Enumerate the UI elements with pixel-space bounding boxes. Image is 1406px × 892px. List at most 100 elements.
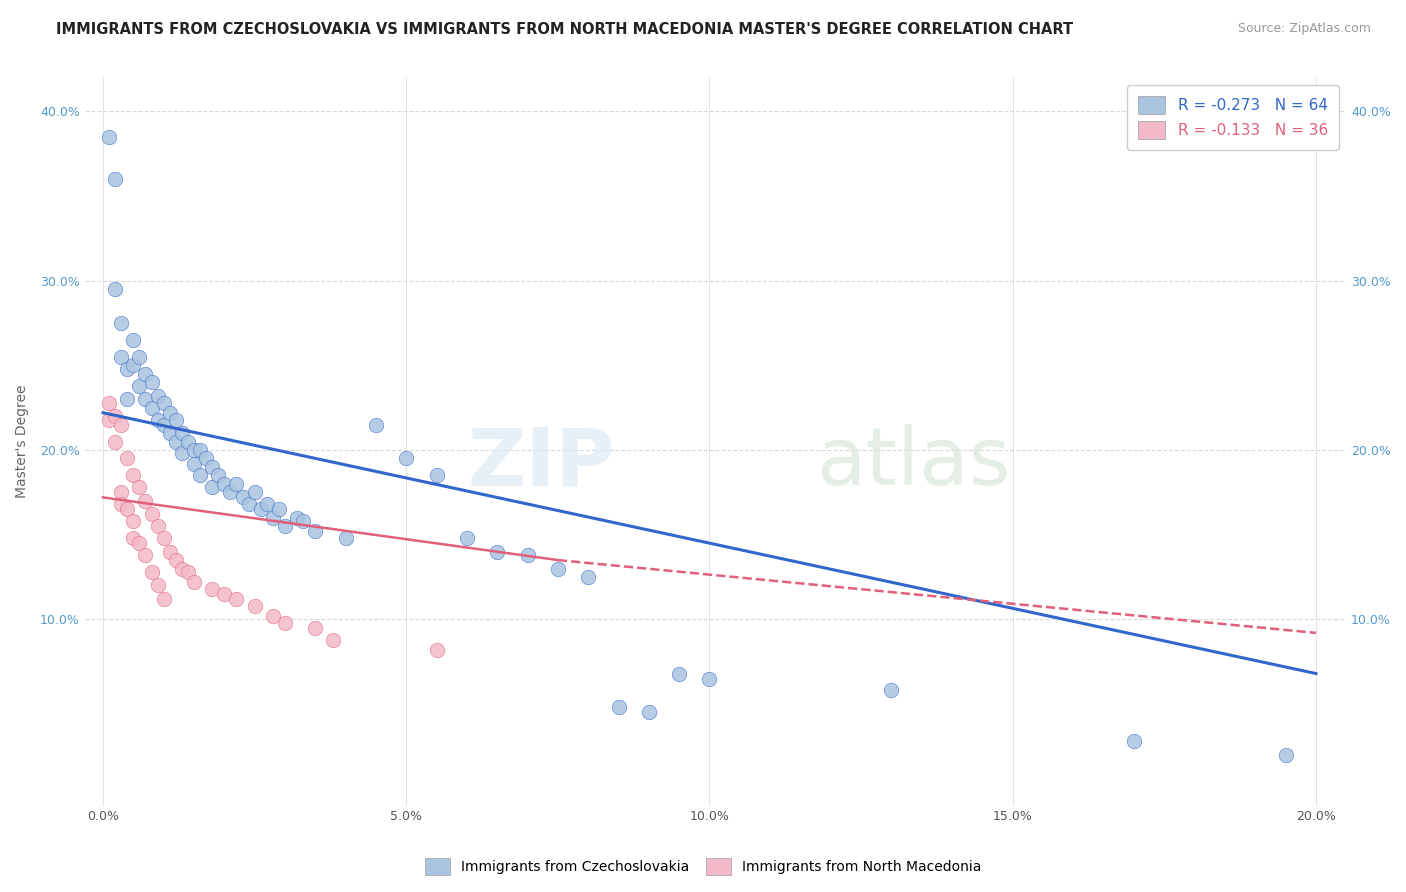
Point	[134, 493, 156, 508]
Text: atlas: atlas	[817, 425, 1011, 502]
Point	[214, 476, 236, 491]
Point	[274, 519, 297, 533]
Point	[1274, 747, 1296, 762]
Point	[128, 378, 150, 392]
Legend: Immigrants from Czechoslovakia, Immigrants from North Macedonia: Immigrants from Czechoslovakia, Immigran…	[419, 853, 987, 880]
Point	[256, 497, 278, 511]
Point	[238, 497, 260, 511]
Point	[110, 497, 132, 511]
Point	[122, 333, 145, 347]
Point	[285, 510, 308, 524]
Point	[98, 412, 121, 426]
Point	[146, 389, 169, 403]
Point	[395, 451, 418, 466]
Point	[117, 392, 139, 407]
Point	[183, 457, 205, 471]
Text: ZIP: ZIP	[467, 425, 614, 502]
Point	[214, 587, 236, 601]
Point	[104, 409, 127, 424]
Point	[201, 480, 224, 494]
Point	[335, 531, 357, 545]
Point	[322, 632, 344, 647]
Point	[104, 172, 127, 186]
Point	[146, 519, 169, 533]
Text: IMMIGRANTS FROM CZECHOSLOVAKIA VS IMMIGRANTS FROM NORTH MACEDONIA MASTER'S DEGRE: IMMIGRANTS FROM CZECHOSLOVAKIA VS IMMIGR…	[56, 22, 1073, 37]
Point	[183, 575, 205, 590]
Point	[170, 446, 193, 460]
Point	[177, 565, 200, 579]
Point	[364, 417, 387, 432]
Point	[170, 561, 193, 575]
Point	[243, 599, 266, 613]
Legend: R = -0.273   N = 64, R = -0.133   N = 36: R = -0.273 N = 64, R = -0.133 N = 36	[1128, 85, 1339, 150]
Point	[98, 395, 121, 409]
Point	[188, 468, 211, 483]
Point	[165, 553, 187, 567]
Point	[188, 442, 211, 457]
Point	[183, 442, 205, 457]
Point	[516, 548, 538, 562]
Point	[159, 425, 181, 440]
Point	[159, 544, 181, 558]
Point	[699, 672, 721, 686]
Point	[128, 350, 150, 364]
Point	[152, 592, 174, 607]
Text: Source: ZipAtlas.com: Source: ZipAtlas.com	[1237, 22, 1371, 36]
Point	[117, 502, 139, 516]
Point	[880, 683, 903, 698]
Point	[547, 561, 569, 575]
Point	[426, 468, 449, 483]
Point	[122, 359, 145, 373]
Point	[146, 578, 169, 592]
Point	[267, 502, 290, 516]
Point	[170, 425, 193, 440]
Point	[110, 316, 132, 330]
Point	[207, 468, 229, 483]
Point	[231, 491, 253, 505]
Point	[177, 434, 200, 449]
Point	[225, 592, 247, 607]
Point	[134, 367, 156, 381]
Point	[122, 468, 145, 483]
Point	[128, 480, 150, 494]
Point	[110, 485, 132, 500]
Point	[141, 565, 163, 579]
Point	[576, 570, 599, 584]
Point	[195, 451, 218, 466]
Point	[304, 621, 326, 635]
Point	[262, 510, 284, 524]
Point	[152, 531, 174, 545]
Point	[122, 514, 145, 528]
Point	[1123, 734, 1146, 748]
Point	[456, 531, 478, 545]
Point	[637, 706, 659, 720]
Point	[104, 434, 127, 449]
Point	[304, 524, 326, 539]
Point	[219, 485, 242, 500]
Point	[110, 417, 132, 432]
Point	[134, 392, 156, 407]
Point	[152, 417, 174, 432]
Point	[117, 361, 139, 376]
Point	[128, 536, 150, 550]
Point	[201, 459, 224, 474]
Y-axis label: Master's Degree: Master's Degree	[15, 384, 30, 499]
Point	[159, 406, 181, 420]
Point	[249, 502, 271, 516]
Point	[668, 666, 690, 681]
Point	[165, 412, 187, 426]
Point	[486, 544, 509, 558]
Point	[274, 615, 297, 630]
Point	[122, 531, 145, 545]
Point	[152, 395, 174, 409]
Point	[243, 485, 266, 500]
Point	[165, 434, 187, 449]
Point	[607, 700, 630, 714]
Point	[104, 282, 127, 296]
Point	[117, 451, 139, 466]
Point	[292, 514, 315, 528]
Point	[141, 401, 163, 415]
Point	[141, 376, 163, 390]
Point	[201, 582, 224, 596]
Point	[146, 412, 169, 426]
